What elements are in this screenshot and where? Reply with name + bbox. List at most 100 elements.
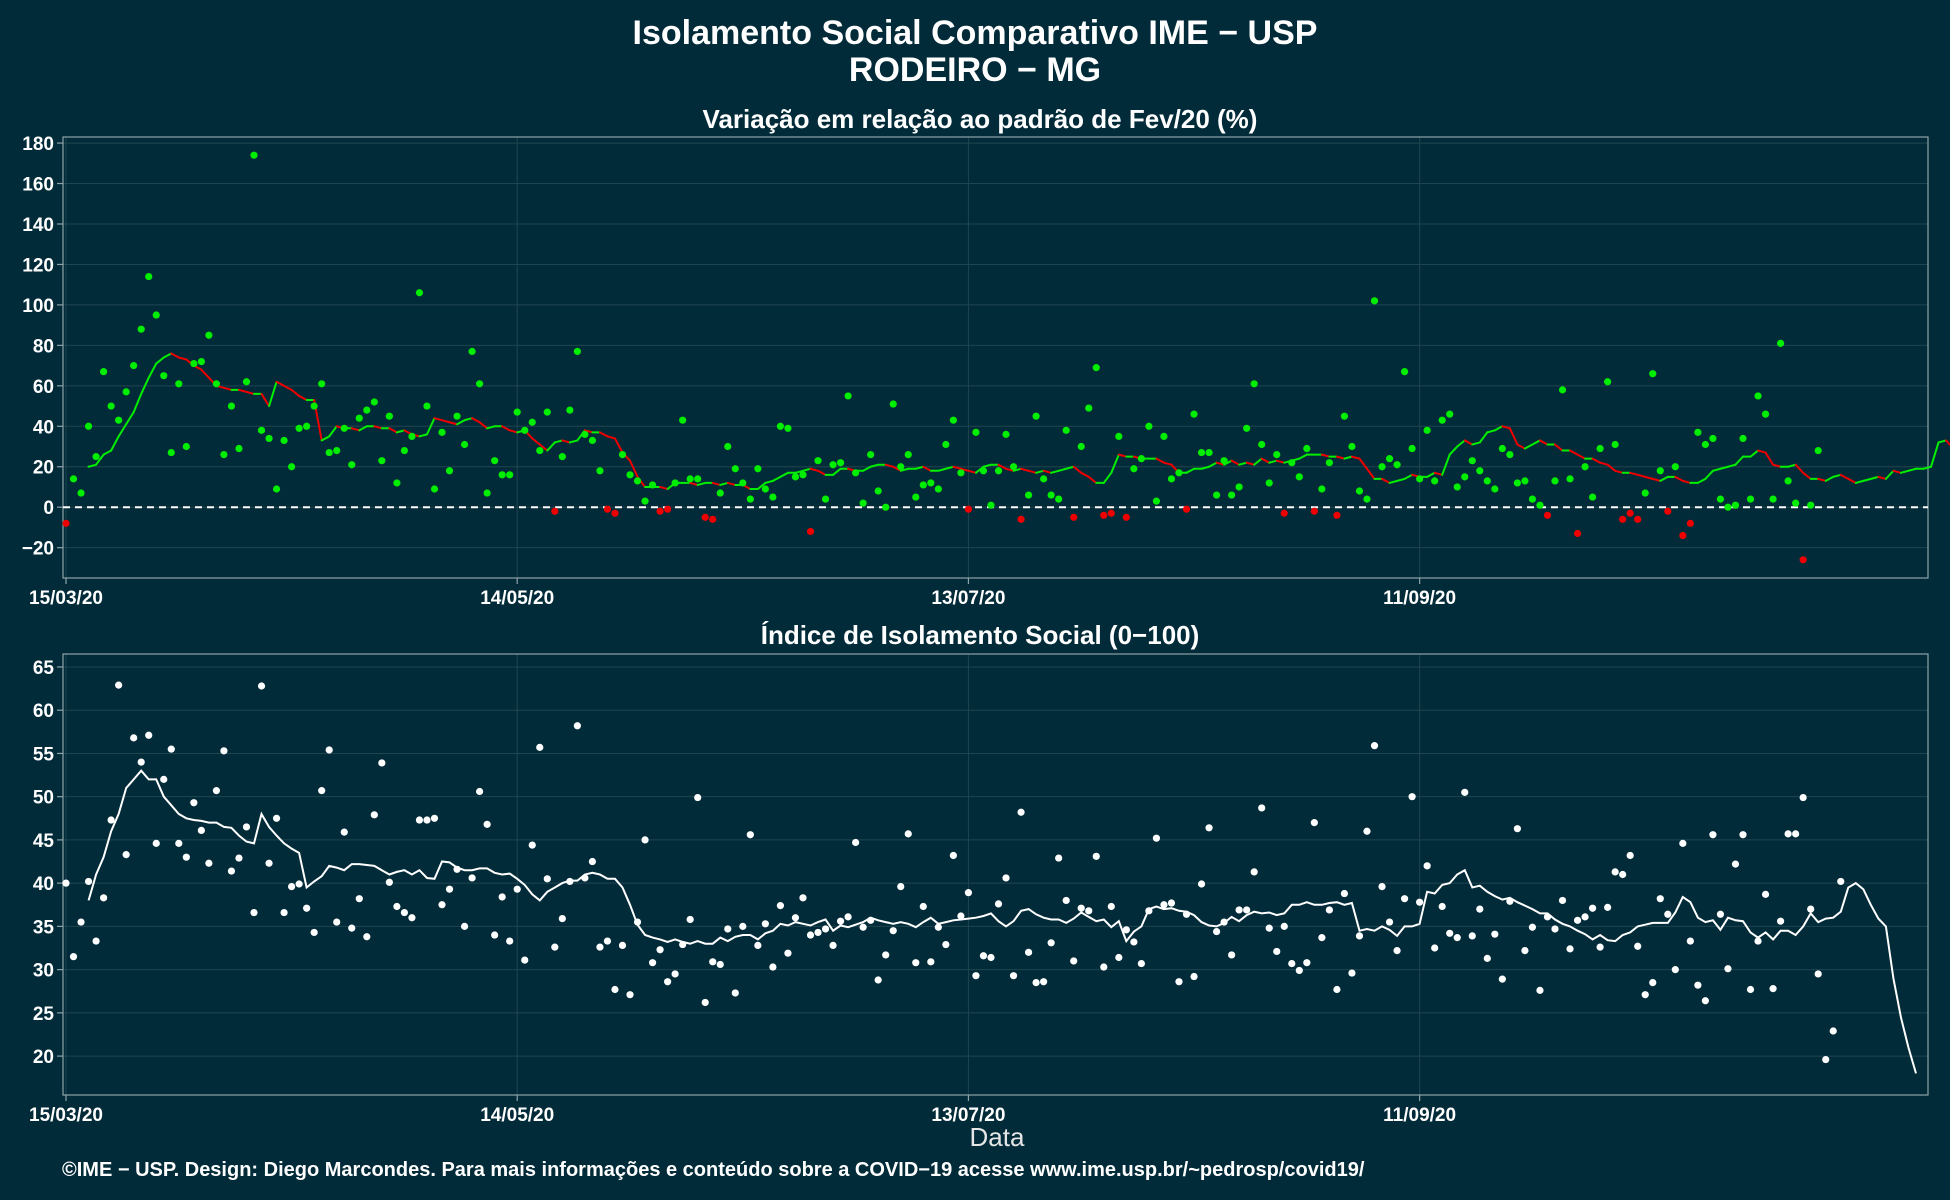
moving-average-segment	[1854, 479, 1865, 484]
data-point	[1807, 501, 1815, 509]
data-point	[167, 448, 175, 457]
data-point	[1032, 978, 1040, 987]
moving-average-segment	[1937, 439, 1948, 444]
moving-average-segment	[170, 352, 180, 359]
moving-average-segment	[1659, 475, 1669, 482]
data-point	[761, 920, 769, 928]
data-point	[1092, 364, 1100, 372]
y-tick-label: 55	[33, 744, 55, 765]
data-point	[1009, 972, 1018, 980]
data-point	[1468, 932, 1476, 940]
data-point	[769, 493, 777, 501]
data-point	[415, 289, 424, 297]
data-point	[152, 311, 160, 319]
footer-caption: ©IME − USP. Design: Diego Marcondes. Par…	[62, 1159, 1365, 1181]
data-point	[1205, 448, 1213, 457]
data-point	[949, 851, 957, 860]
moving-average-segment	[952, 465, 962, 470]
data-point	[1303, 444, 1311, 453]
data-point	[1446, 929, 1454, 937]
moving-average-segment	[1403, 473, 1414, 480]
data-point	[1107, 509, 1115, 517]
data-point	[1295, 473, 1303, 481]
data-point	[1573, 529, 1582, 538]
data-point	[1558, 896, 1567, 905]
data-point	[1197, 448, 1206, 457]
data-point	[671, 479, 679, 487]
data-point	[1175, 469, 1183, 477]
data-point	[1476, 467, 1484, 475]
data-point	[1137, 959, 1145, 968]
data-point	[355, 414, 363, 422]
data-point	[1701, 440, 1709, 449]
data-point	[979, 952, 988, 960]
moving-average-segment	[1599, 461, 1609, 466]
data-point	[1265, 479, 1273, 487]
data-point	[152, 839, 160, 847]
data-point	[1739, 434, 1747, 443]
data-point	[325, 448, 333, 457]
data-point	[115, 416, 123, 424]
y-tick-label: 35	[33, 917, 55, 938]
data-point	[445, 467, 454, 475]
data-point	[1197, 880, 1206, 888]
moving-average-segment	[553, 439, 564, 444]
y-tick-label: 40	[33, 417, 54, 438]
data-point	[536, 446, 544, 455]
data-point	[1040, 978, 1048, 986]
data-point	[1295, 966, 1303, 975]
moving-average-segment	[1268, 459, 1278, 464]
moving-average-segment	[1817, 477, 1827, 482]
moving-average-segment	[162, 352, 173, 359]
moving-average-segment	[350, 427, 361, 432]
moving-average-segment	[1922, 465, 1932, 470]
y-tick-label: −20	[22, 539, 54, 560]
data-point	[1167, 475, 1176, 483]
moving-average-segment	[1764, 451, 1775, 466]
data-point	[1115, 432, 1123, 440]
moving-average-segment	[598, 431, 609, 438]
data-point	[483, 489, 491, 497]
data-point	[1837, 877, 1845, 886]
data-point	[814, 457, 822, 465]
chart-location: RODEIRO − MG	[849, 51, 1101, 89]
data-point	[1776, 917, 1785, 925]
data-point	[303, 904, 311, 912]
data-point	[1318, 485, 1326, 493]
data-point	[1100, 963, 1108, 971]
data-point	[1746, 985, 1755, 994]
data-point	[348, 924, 356, 932]
moving-average-segment	[1200, 465, 1211, 470]
moving-average-segment	[1606, 463, 1617, 472]
data-point	[415, 816, 424, 824]
data-point	[1611, 868, 1619, 876]
moving-average-segment	[1884, 469, 1895, 480]
data-point	[1228, 491, 1236, 499]
data-point	[1822, 1055, 1830, 1064]
moving-average-segment	[862, 465, 872, 472]
data-point	[889, 927, 897, 935]
data-point	[430, 485, 439, 493]
data-point	[1265, 924, 1273, 932]
data-point	[370, 398, 378, 406]
moving-average-segment	[388, 427, 398, 434]
moving-average-segment	[538, 443, 549, 452]
data-point	[1476, 905, 1484, 913]
moving-average-segment	[1005, 467, 1015, 472]
data-point	[1070, 513, 1078, 521]
moving-average-segment	[914, 465, 925, 470]
data-point	[430, 814, 439, 822]
moving-average-segment	[794, 469, 804, 474]
data-point	[724, 442, 732, 451]
data-point	[874, 487, 882, 495]
data-point	[964, 505, 973, 513]
data-point	[934, 923, 942, 931]
data-point	[1671, 463, 1679, 471]
data-point	[1686, 937, 1694, 945]
data-point	[919, 481, 927, 489]
data-point	[709, 958, 717, 966]
data-point	[1220, 918, 1228, 926]
moving-average-segment	[1899, 469, 1910, 474]
data-point	[167, 745, 175, 753]
data-point	[1325, 906, 1333, 914]
